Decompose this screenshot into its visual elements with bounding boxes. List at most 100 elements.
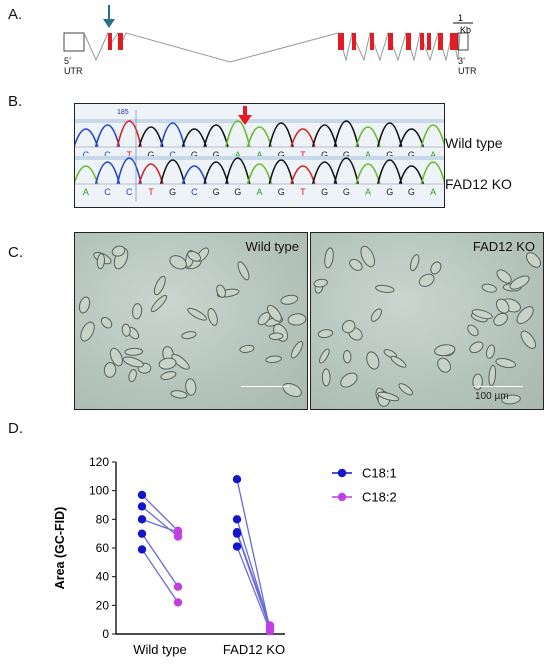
cell — [467, 324, 479, 337]
chromatogram-peak — [138, 126, 164, 148]
cell — [493, 312, 508, 326]
bottom-sequence-base: G — [213, 187, 220, 197]
cell — [481, 283, 497, 293]
panel-b-label: B. — [8, 93, 23, 110]
cell — [268, 332, 284, 341]
chromatogram-peak — [246, 126, 273, 148]
bottom-sequence-base: T — [300, 187, 306, 197]
data-point — [265, 626, 275, 636]
exon — [388, 33, 393, 50]
pair-connector — [141, 533, 179, 588]
top-sequence-base: C — [169, 150, 176, 160]
cell — [80, 321, 95, 342]
cell — [170, 390, 188, 399]
cell — [340, 372, 358, 388]
cell — [124, 347, 144, 356]
y-tick-label: 40 — [96, 570, 110, 584]
trace-band — [75, 119, 444, 123]
cell — [96, 253, 106, 270]
chromatogram-peak — [311, 161, 338, 185]
gene-structure-diagram: 1 Kb — [63, 5, 473, 63]
exon — [427, 33, 431, 50]
cell — [132, 303, 143, 320]
cell — [187, 307, 207, 321]
target-site-arrow-icon — [103, 5, 115, 28]
cell — [360, 245, 376, 268]
bottom-sequence-base: A — [430, 187, 436, 197]
cell — [437, 357, 451, 373]
cell — [495, 358, 517, 369]
chromatogram-peak — [116, 120, 142, 148]
utr5-box — [63, 32, 85, 52]
data-point — [232, 475, 242, 484]
cell — [103, 362, 117, 378]
chromatogram-peak — [203, 161, 229, 185]
utr3-box — [457, 32, 469, 51]
bottom-sequence-base: A — [83, 187, 89, 197]
cell — [472, 373, 483, 391]
chromatogram-peak — [181, 165, 208, 185]
legend-marker — [337, 492, 347, 502]
chromatogram-peak — [290, 128, 316, 148]
cell — [122, 356, 144, 368]
chromatogram-peak — [246, 163, 273, 185]
panel-c-label: C. — [8, 244, 23, 261]
top-sequence-base: T — [127, 150, 133, 160]
cell — [207, 308, 218, 326]
cell — [370, 308, 382, 322]
bottom-sequence-base: T — [148, 187, 154, 197]
bottom-sequence-base: G — [278, 187, 285, 197]
exon — [438, 33, 443, 50]
micrograph-wild-type: Wild type — [74, 232, 308, 410]
cell — [160, 371, 177, 380]
data-point — [232, 542, 242, 551]
intron-lines — [83, 31, 461, 63]
exon — [406, 33, 411, 50]
top-sequence-base: G — [343, 150, 350, 160]
pair-connector — [236, 546, 271, 632]
cell — [266, 304, 282, 322]
top-sequence-base: G — [408, 150, 415, 160]
top-sequence-base: G — [147, 150, 154, 160]
cell — [216, 284, 227, 298]
y-tick-label: 20 — [96, 598, 110, 612]
fatty-acid-chart: 0 20 40 60 80 100 120 Area (GC-FID) Wild type FAD… — [53, 455, 397, 657]
cell — [342, 349, 352, 364]
data-point — [232, 529, 242, 538]
micrograph-wild-type-title: Wild type — [245, 239, 299, 254]
chromatogram-peak — [268, 122, 294, 148]
cell — [520, 330, 536, 349]
chromatogram-peak — [311, 124, 338, 148]
data-point — [137, 529, 147, 538]
cell — [496, 269, 512, 284]
top-sequence-base: G — [213, 150, 220, 160]
cell — [187, 250, 202, 262]
chromatogram-peak — [377, 159, 403, 185]
cell — [321, 368, 331, 387]
scale-top-label: 1 — [458, 13, 463, 23]
cell — [516, 306, 534, 325]
bottom-sequence-base: C — [191, 187, 198, 197]
bottom-sequence-base: C — [126, 187, 133, 197]
chromatogram-peak — [116, 157, 142, 185]
chromatogram-peak — [75, 128, 99, 148]
data-point — [137, 545, 147, 554]
cell — [471, 309, 493, 320]
chromatogram-svg: C C T G C G G A A G T G G A G G A A C C T G C G G A G T G G A G G A 185 — [75, 106, 444, 201]
chromatogram-panel: C C T G C G G A A G T G G A G G A A C C T G C G G A G T G G A G G A 185 — [74, 103, 445, 208]
data-point — [137, 515, 147, 524]
legend-label: C18:1 — [362, 466, 397, 481]
pair-connector — [141, 518, 179, 533]
exons — [108, 33, 458, 50]
chromatogram-peak — [94, 124, 121, 148]
top-sequence-base: G — [191, 150, 198, 160]
bottom-sequence-base: G — [386, 187, 393, 197]
cell — [121, 323, 131, 337]
cell — [287, 313, 307, 326]
top-sequence-base: A — [430, 150, 436, 160]
data-point — [173, 598, 183, 607]
data-point — [173, 532, 183, 541]
bottom-sequence-base: G — [343, 187, 350, 197]
cell — [349, 258, 363, 271]
panel-d-label: D. — [8, 420, 23, 437]
